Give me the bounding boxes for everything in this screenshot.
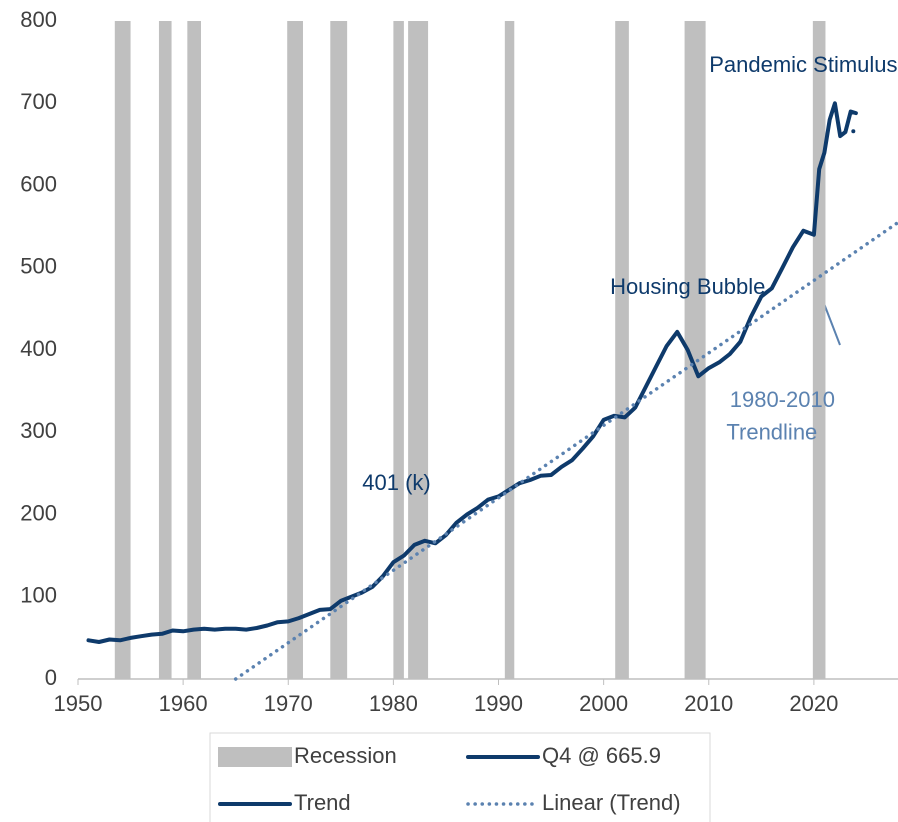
x-tick-label: 2010 [684, 691, 733, 716]
y-tick-label: 800 [20, 7, 57, 32]
x-tick-label: 1980 [369, 691, 418, 716]
recession-bar [287, 21, 303, 679]
data-point [851, 129, 856, 134]
y-tick-label: 0 [45, 665, 57, 690]
annotation: 401 (k) [362, 470, 430, 495]
recession-bar [408, 21, 429, 679]
annotation: 1980-2010 [730, 387, 835, 412]
legend-label: Trend [294, 790, 351, 815]
x-tick-label: 2020 [789, 691, 838, 716]
legend-box [209, 732, 711, 822]
y-tick-label: 400 [20, 336, 57, 361]
recession-bar [504, 21, 515, 679]
recession-bar [158, 21, 172, 679]
x-tick-label: 2000 [579, 691, 628, 716]
recession-bar [812, 21, 826, 679]
recession-bar [615, 21, 629, 679]
legend-label: Linear (Trend) [542, 790, 681, 815]
annotation: Pandemic Stimulus [709, 52, 897, 77]
legend-label: Q4 @ 665.9 [542, 743, 661, 768]
recession-bar [187, 21, 201, 679]
y-tick-label: 500 [20, 254, 57, 279]
y-tick-label: 100 [20, 583, 57, 608]
recession-bar [393, 21, 404, 679]
x-tick-label: 1950 [54, 691, 103, 716]
annotation: Housing Bubble [610, 274, 765, 299]
legend-label: Recession [294, 743, 397, 768]
x-tick-label: 1960 [159, 691, 208, 716]
y-tick-label: 300 [20, 418, 57, 443]
recession-bar [684, 21, 706, 679]
annotation: Trendline [726, 420, 817, 445]
y-tick-label: 700 [20, 89, 57, 114]
x-tick-label: 1990 [474, 691, 523, 716]
recession-bar [330, 21, 348, 679]
x-tick-label: 1970 [264, 691, 313, 716]
y-tick-label: 600 [20, 171, 57, 196]
recession-bar [114, 21, 131, 679]
trend-line [233, 220, 898, 681]
legend-swatch [218, 747, 292, 767]
data-line [86, 101, 858, 644]
y-tick-label: 200 [20, 500, 57, 525]
